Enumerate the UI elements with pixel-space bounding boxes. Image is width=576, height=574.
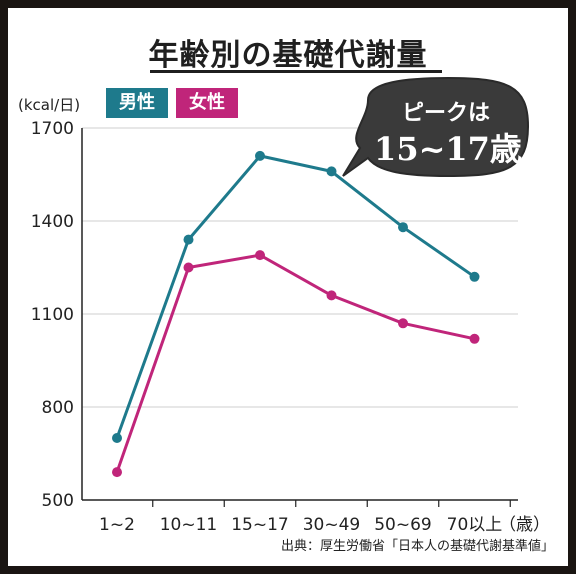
axes: 500 800 1100 1400 1700 1~2 10~11 15~17 30~49 50~6… [31,119,550,535]
y-tick-label: 800 [42,398,74,418]
callout-shape [342,76,530,178]
source-note: 出典：厚生労働省「日本人の基礎代謝基準値」 [280,539,554,554]
data-point [326,290,337,301]
x-tick-label: 15~17 [231,515,289,535]
data-point [183,234,194,245]
legend-female: 女性 [176,88,238,118]
data-point [326,166,337,177]
x-tick-label: 30~49 [303,515,361,535]
line-chart: 500 800 1100 1400 1700 1~2 10~11 15~17 30~49 50~6… [31,76,550,535]
data-point [469,333,480,344]
series [112,150,480,478]
data-point [183,262,194,273]
chart-card: 年齢別の基礎代謝量 (kcal/日) 男性 女性 500 800 1100 1400 1… [8,8,568,566]
title-underline [150,70,442,73]
y-tick-label: 500 [42,491,74,511]
data-point [398,318,408,329]
callout-line-2: 15~17歳 [374,130,522,168]
series-line-1 [115,253,475,473]
x-tick-label: 70以上 [447,515,503,535]
y-axis-unit: (kcal/日) [18,96,81,114]
y-tick-label: 1100 [31,305,74,325]
data-point [469,271,480,282]
data-point [255,250,265,261]
callout-bubble: ピークは 15~17歳 [342,76,530,178]
data-point [112,433,122,443]
y-tick-label: 1400 [31,212,74,232]
series-line-0 [115,154,476,439]
x-tick-label: 50~69 [374,515,432,535]
x-axis-suffix: （歳） [499,515,550,535]
data-point [398,222,408,233]
callout-line-1: ピークは [402,100,490,126]
legend-male: 男性 [106,88,168,118]
y-tick-label: 1700 [31,119,74,139]
x-tick-label: 10~11 [160,515,218,535]
data-point [255,150,265,161]
x-tick-label: 1~2 [99,515,135,535]
chart-title: 年齢別の基礎代謝量 [148,38,428,73]
data-point [112,467,122,478]
